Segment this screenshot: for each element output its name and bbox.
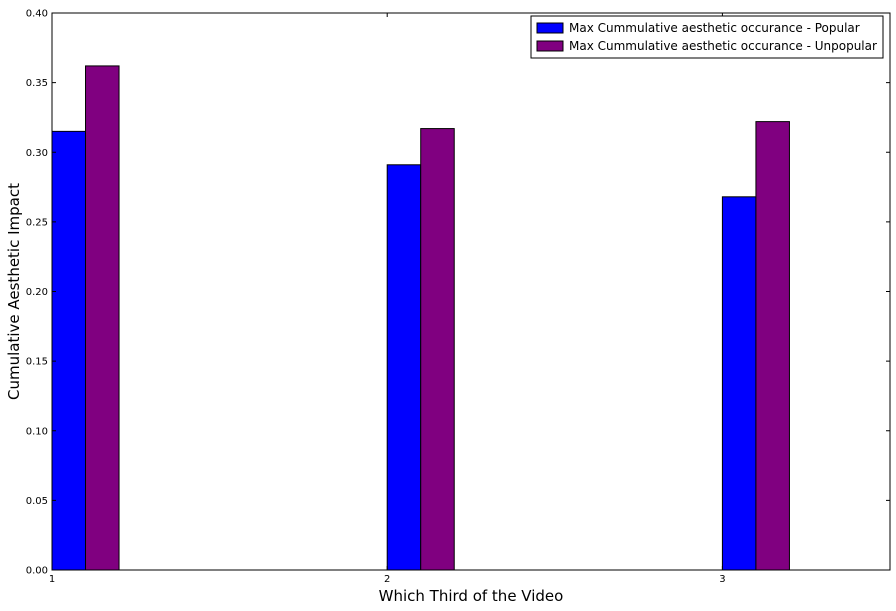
legend-box — [530, 15, 884, 59]
y-tick-label: 0.10 — [26, 426, 48, 437]
bar-series1-x1 — [85, 65, 120, 571]
legend-swatch-unpopular — [536, 40, 564, 52]
x-tick-label: 2 — [384, 574, 390, 585]
bar-series0-x1 — [51, 130, 87, 571]
x-tick-label: 1 — [49, 574, 55, 585]
y-tick-label: 0.40 — [26, 9, 48, 20]
y-tick-label: 0.20 — [26, 287, 48, 298]
legend: Max Cummulative aesthetic occurance - Po… — [530, 15, 884, 59]
ticks-group: 0.00 0.05 0.10 0.15 0.20 0.25 0.30 0.35 0.40 1 2 3 — [26, 9, 890, 585]
x-tick-label: 3 — [719, 574, 725, 585]
y-tick-label: 0.30 — [26, 148, 48, 159]
y-tick-label: 0.35 — [26, 78, 48, 89]
bar-series0-x2 — [386, 164, 422, 571]
x-axis-label: Which Third of the Video — [379, 587, 564, 605]
bar-series0-x3 — [721, 196, 757, 571]
legend-label-popular: Max Cummulative aesthetic occurance - Po… — [569, 21, 860, 35]
bar-series1-x3 — [755, 121, 790, 571]
legend-label-unpopular: Max Cummulative aesthetic occurance - Un… — [569, 39, 877, 53]
y-tick-label: 0.05 — [26, 496, 48, 507]
y-tick-label: 0.25 — [26, 217, 48, 228]
bars-group — [51, 65, 790, 571]
bar-series1-x2 — [420, 128, 455, 571]
y-tick-label: 0.00 — [26, 566, 48, 577]
y-axis-label: Cumulative Aesthetic Impact — [5, 183, 23, 400]
legend-swatch-popular — [536, 22, 564, 34]
y-tick-label: 0.15 — [26, 357, 48, 368]
